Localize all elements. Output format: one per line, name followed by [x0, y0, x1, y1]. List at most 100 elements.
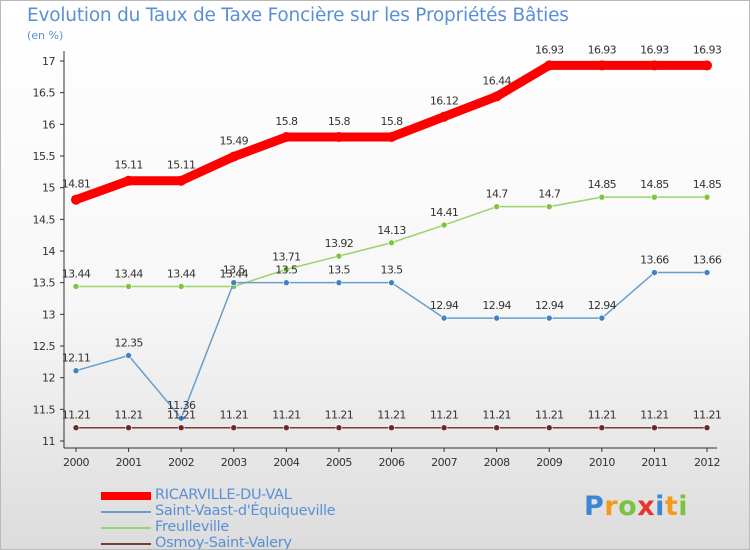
y-tick-label: 14	[42, 245, 55, 258]
legend-swatch-1	[101, 511, 151, 513]
series-point-3	[388, 424, 395, 432]
series-point-0	[596, 60, 607, 71]
data-label-0: 15.11	[167, 159, 196, 172]
data-label-3: 11.21	[325, 409, 354, 422]
data-label-1: 12.94	[535, 299, 564, 312]
series-point-2	[125, 283, 132, 290]
data-label-2: 14.85	[640, 178, 669, 191]
data-label-0: 15.8	[275, 115, 298, 128]
data-label-3: 11.21	[430, 409, 459, 422]
series-point-1	[598, 314, 606, 322]
y-tick-label: 12.5	[33, 340, 56, 353]
data-label-1: 12.94	[430, 299, 459, 312]
series-point-1	[283, 279, 290, 286]
y-tick-label: 12	[42, 372, 55, 385]
series-point-3	[493, 424, 500, 432]
logo-letter: i	[678, 491, 689, 522]
data-label-1: 12.11	[62, 352, 91, 365]
series-point-1	[177, 414, 185, 422]
data-label-0: 16.12	[430, 95, 459, 108]
data-label-3: 11.21	[377, 409, 406, 422]
logo-letter: x	[637, 491, 656, 522]
series-point-1	[335, 279, 343, 286]
y-tick-label: 11	[42, 435, 55, 448]
data-label-1: 13.66	[640, 254, 669, 267]
y-tick-label: 14.5	[33, 213, 56, 226]
data-label-0: 15.8	[380, 115, 403, 128]
data-label-1: 13.5	[275, 264, 298, 277]
data-label-3: 11.21	[535, 409, 564, 422]
data-label-1: 13.66	[693, 254, 722, 267]
series-point-1	[72, 367, 80, 375]
series-point-3	[72, 424, 80, 432]
series-point-0	[71, 194, 81, 205]
data-label-3: 11.21	[640, 409, 669, 422]
series-point-0	[439, 111, 450, 122]
data-label-2: 14.13	[377, 224, 406, 237]
data-label-1: 13.5	[223, 264, 246, 277]
series-point-0	[333, 132, 344, 142]
data-label-3: 11.21	[272, 409, 301, 422]
x-tick-label: 2001	[116, 456, 142, 469]
series-point-2	[598, 193, 606, 201]
data-label-1: 12.94	[482, 299, 511, 312]
logo-letter: r	[604, 491, 619, 522]
y-tick-label: 13	[42, 308, 55, 321]
series-point-1	[703, 269, 711, 276]
series-point-0	[702, 60, 712, 71]
data-label-2: 13.44	[220, 267, 249, 280]
data-label-1: 13.5	[328, 264, 351, 277]
series-point-2	[177, 283, 185, 290]
data-label-2: 14.85	[693, 178, 722, 191]
data-label-1: 13.5	[380, 264, 403, 277]
chart-title: Evolution du Taux de Taxe Foncière sur l…	[27, 5, 569, 26]
data-label-2: 13.92	[325, 237, 354, 250]
x-tick-label: 2010	[589, 456, 615, 469]
data-label-2: 13.71	[272, 250, 301, 263]
y-tick-label: 15.5	[33, 150, 56, 163]
data-label-3: 11.21	[482, 409, 511, 422]
data-label-2: 14.7	[538, 188, 561, 201]
series-point-0	[491, 91, 502, 102]
series-point-3	[230, 424, 238, 432]
data-label-2: 13.44	[62, 267, 91, 280]
x-tick-label: 2004	[273, 456, 299, 469]
x-tick-label: 2003	[221, 456, 247, 469]
legend-swatch-2	[101, 527, 151, 529]
x-tick-label: 2011	[641, 456, 667, 469]
x-tick-label: 2012	[694, 456, 720, 469]
y-tick-label: 17	[42, 55, 55, 68]
series-point-3	[651, 424, 658, 432]
series-point-3	[125, 424, 132, 432]
x-tick-label: 2008	[484, 456, 510, 469]
series-point-2	[545, 203, 553, 210]
series-point-0	[281, 132, 292, 142]
series-point-0	[228, 151, 239, 162]
series-point-3	[545, 424, 553, 432]
series-point-1	[493, 314, 500, 322]
legend-label-3: Osmoy-Saint-Valery	[155, 535, 292, 550]
data-label-3: 11.21	[62, 409, 91, 422]
series-point-3	[283, 424, 290, 432]
series-point-2	[388, 239, 395, 247]
series-point-2	[651, 193, 658, 201]
x-tick-label: 2002	[168, 456, 194, 469]
x-tick-label: 2005	[326, 456, 352, 469]
y-tick-label: 16.5	[33, 87, 56, 100]
logo-letter: t	[664, 491, 679, 522]
series-point-0	[544, 60, 555, 71]
series-point-2	[703, 193, 711, 201]
series-point-1	[125, 352, 132, 359]
series-point-2	[283, 266, 290, 273]
y-tick-label: 15	[42, 182, 55, 195]
series-point-0	[176, 175, 187, 186]
logo-letter: i	[655, 491, 665, 522]
data-label-3: 11.21	[167, 409, 196, 422]
data-label-2: 14.7	[486, 188, 509, 201]
data-label-0: 15.8	[328, 115, 351, 128]
series-point-1	[545, 314, 553, 322]
data-label-1: 11.36	[167, 399, 196, 412]
legend-label-0: RICARVILLE-DU-VAL	[155, 487, 292, 503]
series-point-0	[649, 60, 660, 71]
series-point-1	[440, 314, 448, 322]
